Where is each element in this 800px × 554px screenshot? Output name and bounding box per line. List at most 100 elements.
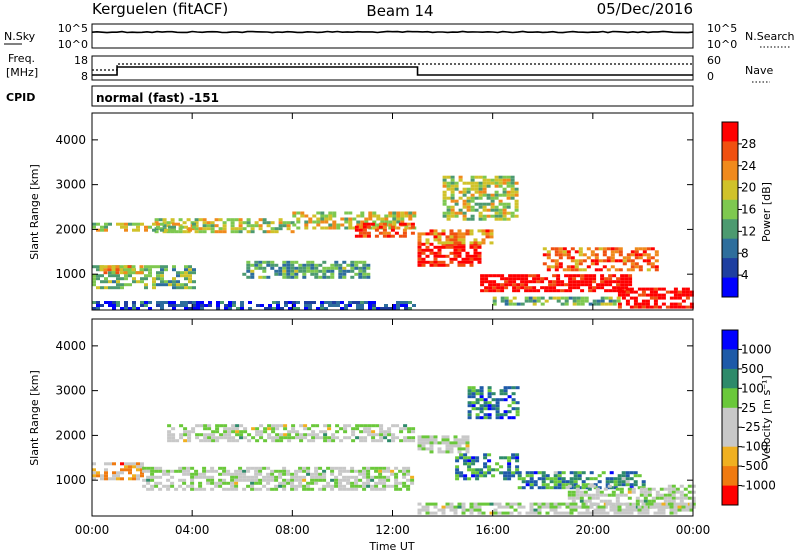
heatmap-cell: [570, 256, 575, 260]
heatmap-cell: [399, 439, 404, 443]
heatmap-cell: [511, 453, 516, 457]
heatmap-cell: [458, 175, 463, 179]
heatmap-cell: [390, 234, 395, 238]
heatmap-cell: [498, 199, 503, 203]
heatmap-cell: [164, 283, 168, 287]
heatmap-cell: [525, 480, 530, 484]
heatmap-cell: [327, 424, 332, 428]
heatmap-cell: [685, 287, 690, 291]
heatmap-cell: [568, 283, 573, 287]
heatmap-cell: [478, 181, 483, 185]
heatmap-cell: [558, 265, 563, 269]
heatmap-cell: [621, 511, 626, 515]
heatmap-cell: [481, 502, 486, 506]
heatmap-cell: [258, 218, 263, 222]
heatmap-cell: [230, 478, 235, 482]
heatmap-cell: [294, 272, 299, 276]
heatmap-cell: [461, 447, 466, 451]
heatmap-cell: [467, 468, 472, 472]
heatmap-cell: [465, 450, 470, 454]
heatmap-cell: [450, 184, 455, 188]
heatmap-cell: [479, 416, 484, 420]
heatmap-cell: [655, 496, 660, 500]
heatmap-cell: [453, 441, 458, 445]
heatmap-cell: [498, 208, 503, 212]
heatmap-cell: [308, 217, 313, 221]
heatmap-cell: [234, 227, 239, 231]
heatmap-cell: [226, 481, 231, 485]
heatmap-cell: [683, 487, 688, 491]
heatmap-cell: [358, 260, 363, 264]
heatmap-cell: [445, 444, 450, 448]
heatmap-cell: [466, 208, 471, 212]
heatmap-cell: [613, 483, 618, 487]
heatmap-cell: [354, 228, 359, 232]
heatmap-cell: [394, 466, 399, 470]
heatmap-cell: [132, 465, 136, 469]
heatmap-cell: [315, 436, 320, 440]
heatmap-cell: [392, 220, 397, 224]
heatmap-cell: [512, 296, 517, 300]
heatmap-cell: [278, 472, 283, 476]
heatmap-cell: [585, 505, 590, 509]
heatmap-cell: [581, 511, 586, 515]
heatmap-cell: [461, 238, 466, 242]
heatmap-cell: [500, 289, 505, 293]
heatmap-cell: [602, 247, 607, 251]
heatmap-cell: [449, 251, 454, 255]
heatmap-cell: [677, 502, 682, 506]
heatmap-cell: [511, 401, 516, 405]
heatmap-cell: [342, 266, 347, 270]
heatmap-cell: [462, 187, 467, 191]
y-tick-label: 4000: [55, 339, 86, 353]
heatmap-cell: [136, 225, 140, 229]
heatmap-cell: [107, 268, 112, 272]
heatmap-cell: [250, 475, 255, 479]
heatmap-cell: [206, 469, 211, 473]
heatmap-cell: [462, 190, 467, 194]
heatmap-cell: [433, 511, 438, 515]
heatmap-cell: [206, 478, 211, 482]
heatmap-cell: [496, 289, 501, 293]
heatmap-cell: [504, 283, 509, 287]
heatmap-cell: [654, 265, 659, 269]
heatmap-cell: [457, 229, 462, 233]
heatmap-cell: [266, 478, 271, 482]
heatmap-cell: [596, 302, 601, 306]
heatmap-cell: [481, 229, 486, 233]
heatmap-cell: [449, 502, 454, 506]
heatmap-cell: [546, 250, 551, 254]
heatmap-cell: [592, 302, 597, 306]
heatmap-cell: [465, 447, 470, 451]
heatmap-cell: [258, 227, 263, 231]
heatmap-cell: [116, 274, 120, 278]
y-tick-label: 3000: [55, 384, 86, 398]
heatmap-cell: [594, 247, 599, 251]
heatmap-cell: [606, 247, 611, 251]
heatmap-cell: [407, 436, 412, 440]
heatmap-cell: [618, 268, 623, 272]
heatmap-cell: [203, 436, 208, 440]
heatmap-cell: [485, 235, 490, 239]
heatmap-cell: [140, 465, 144, 469]
heatmap-cell: [479, 410, 484, 414]
heatmap-cell: [132, 277, 136, 281]
heatmap-cell: [92, 265, 96, 269]
heatmap-cell: [482, 214, 487, 218]
heatmap-cell: [306, 481, 311, 485]
heatmap-cell: [259, 433, 264, 437]
heatmap-cell: [402, 234, 407, 238]
heatmap-cell: [292, 304, 296, 307]
heatmap-cell: [367, 433, 372, 437]
heatmap-cell: [473, 238, 478, 242]
heatmap-cell: [239, 430, 244, 434]
heatmap-cell: [167, 430, 172, 434]
heatmap-cell: [392, 307, 396, 310]
heatmap-cell: [512, 283, 517, 287]
heatmap-cell: [271, 436, 276, 440]
heatmap-cell: [514, 214, 519, 218]
heatmap-cell: [194, 475, 199, 479]
heatmap-cell: [560, 280, 565, 284]
heatmap-cell: [574, 265, 579, 269]
heatmap-cell: [200, 301, 204, 304]
